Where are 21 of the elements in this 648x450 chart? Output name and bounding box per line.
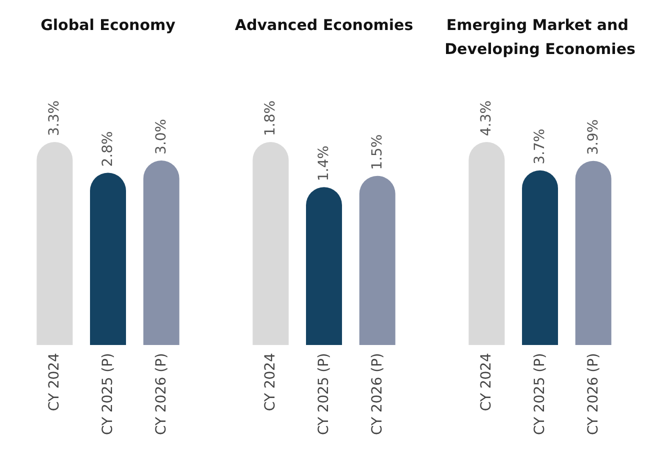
chart-title: Emerging Market and Developing Economies [444, 16, 636, 58]
data-label: 3.3% [46, 100, 63, 136]
x-tick-label: CY 2026 (P) [153, 353, 170, 435]
x-tick-label: CY 2026 (P) [369, 353, 386, 435]
data-label: 4.3% [478, 100, 495, 136]
x-tick-label: CY 2025 (P) [100, 353, 116, 435]
data-label: 3.9% [585, 119, 602, 155]
x-tick-label: CY 2024 [46, 352, 63, 412]
x-tick-label: CY 2024 [262, 352, 279, 412]
data-label: 3.0% [153, 118, 170, 154]
data-label: 1.5% [369, 134, 386, 170]
chart-title: Advanced Economies [234, 16, 414, 34]
data-label: 3.7% [532, 128, 548, 164]
data-label: 1.8% [262, 100, 279, 136]
x-tick-label: CY 2026 (P) [585, 353, 602, 435]
data-label: 2.8% [100, 131, 116, 167]
chart-title: Global Economy [40, 16, 176, 34]
x-tick-label: CY 2024 [478, 352, 495, 412]
x-tick-label: CY 2025 (P) [316, 353, 332, 435]
data-label: 1.4% [316, 146, 332, 182]
x-tick-label: CY 2025 (P) [532, 353, 548, 435]
